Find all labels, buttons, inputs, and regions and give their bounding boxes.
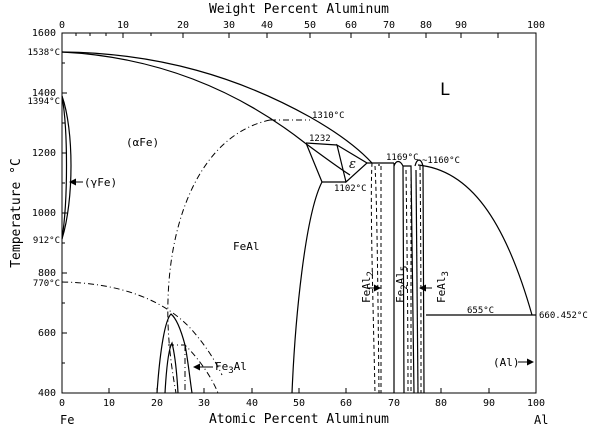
t1310-label: 1310°C bbox=[312, 111, 345, 121]
svg-text:Fe2Al5: Fe2Al5 bbox=[394, 266, 410, 303]
fe3al-dome bbox=[168, 344, 219, 394]
svg-text:1600: 1600 bbox=[32, 28, 56, 39]
phase-fe2al5-label: Fe2Al5 bbox=[394, 266, 410, 303]
fe3al-region bbox=[156, 313, 193, 394]
svg-text:40: 40 bbox=[261, 20, 273, 31]
svg-text:1200: 1200 bbox=[32, 148, 56, 159]
bottom-axis-title: Atomic Percent Aluminum bbox=[209, 412, 389, 427]
gamma-loop bbox=[61, 95, 72, 240]
svg-text:20: 20 bbox=[151, 398, 163, 409]
svg-text:50: 50 bbox=[293, 398, 305, 409]
fe2al5-dome bbox=[393, 160, 405, 394]
phase-al-label: (Al) bbox=[493, 356, 534, 369]
svg-text:50: 50 bbox=[304, 20, 316, 31]
liquidus-curve bbox=[61, 51, 373, 164]
top-axis-title: Weight Percent Aluminum bbox=[209, 2, 389, 17]
phase-labels: L (αFe) (γFe) FeAl ε Fe3Al FeAl2 Fe2Al5 … bbox=[69, 80, 534, 376]
svg-text:800: 800 bbox=[38, 268, 56, 279]
svg-text:0: 0 bbox=[59, 398, 65, 409]
feal3-left bbox=[415, 169, 419, 394]
solid-phase-boundaries bbox=[61, 51, 536, 394]
t1160-label: ~1160°C bbox=[422, 156, 460, 166]
fe-gamma-upper-label: 1394°C bbox=[27, 97, 60, 107]
phase-gamma-fe: (γFe) bbox=[84, 176, 117, 189]
svg-text:60: 60 bbox=[340, 398, 352, 409]
svg-text:10: 10 bbox=[103, 398, 115, 409]
phase-epsilon: ε bbox=[349, 157, 356, 172]
fe2al5-right bbox=[403, 165, 415, 394]
feal3-dome bbox=[414, 159, 425, 394]
svg-text:100: 100 bbox=[527, 398, 545, 409]
curie-line bbox=[61, 281, 223, 376]
left-axis-title: Temperature °C bbox=[9, 158, 24, 268]
bottom-axis-ticks bbox=[61, 388, 537, 393]
temperature-annotations: 1538°C 1394°C 912°C 770°C 1310°C 1232 11… bbox=[27, 48, 587, 321]
svg-text:80: 80 bbox=[420, 20, 432, 31]
t1169-label: 1169°C bbox=[386, 153, 419, 163]
svg-text:70: 70 bbox=[383, 20, 395, 31]
t1102-label: 1102°C bbox=[334, 184, 367, 194]
svg-text:70: 70 bbox=[388, 398, 400, 409]
ordering-boundaries bbox=[61, 119, 310, 394]
svg-text:10: 10 bbox=[117, 20, 129, 31]
alpha-feal-boundary bbox=[167, 119, 271, 394]
t1232-label: 1232 bbox=[309, 134, 331, 144]
svg-text:90: 90 bbox=[483, 398, 495, 409]
al-liquidus bbox=[417, 164, 533, 316]
svg-text:1000: 1000 bbox=[32, 208, 56, 219]
t655-label: 655°C bbox=[467, 306, 494, 316]
epsilon-triangle bbox=[336, 143, 369, 184]
svg-text:(Al): (Al) bbox=[493, 356, 520, 369]
svg-text:40: 40 bbox=[246, 398, 258, 409]
phase-liquid: L bbox=[440, 80, 450, 100]
svg-text:60: 60 bbox=[345, 20, 357, 31]
phase-fe3al-label: Fe3Al bbox=[193, 360, 247, 376]
phase-feal2-label: FeAl2 bbox=[360, 271, 381, 303]
phase-feal3-label: FeAl3 bbox=[419, 271, 451, 303]
phase-alpha-fe: (αFe) bbox=[126, 136, 159, 149]
svg-text:30: 30 bbox=[223, 20, 235, 31]
svg-text:100: 100 bbox=[527, 20, 545, 31]
fe-melting-label: 1538°C bbox=[27, 48, 60, 58]
svg-text:400: 400 bbox=[38, 388, 56, 399]
left-axis-tick-labels: 400 600 800 1000 1200 1400 1600 bbox=[32, 28, 56, 399]
solidus-curve bbox=[61, 51, 351, 176]
plot-frame bbox=[61, 32, 537, 394]
al-melting-label: 660.452°C bbox=[539, 311, 588, 321]
svg-text:90: 90 bbox=[455, 20, 467, 31]
fe-gamma-lower-label: 912°C bbox=[33, 236, 60, 246]
svg-text:30: 30 bbox=[198, 398, 210, 409]
dashed-boundaries bbox=[370, 162, 422, 394]
curie-label: 770°C bbox=[33, 279, 60, 289]
svg-text:Fe3Al: Fe3Al bbox=[215, 360, 247, 376]
bottom-axis-fe-label: Fe bbox=[60, 413, 74, 427]
top-axis-tick-labels: 0 10 20 30 40 50 60 70 80 90 100 bbox=[59, 20, 545, 31]
svg-text:1400: 1400 bbox=[32, 88, 56, 99]
bottom-axis-tick-labels: 0 10 20 30 40 50 60 70 80 90 100 bbox=[59, 398, 545, 409]
phase-feal: FeAl bbox=[233, 240, 260, 253]
line-1232 bbox=[305, 142, 338, 146]
svg-text:FeAl3: FeAl3 bbox=[435, 271, 451, 303]
svg-text:80: 80 bbox=[435, 398, 447, 409]
svg-text:0: 0 bbox=[59, 20, 65, 31]
feal-left-boundary bbox=[291, 181, 323, 394]
bottom-axis-al-label: Al bbox=[534, 413, 548, 427]
svg-text:20: 20 bbox=[177, 20, 189, 31]
top-axis-ticks bbox=[61, 33, 537, 38]
svg-text:600: 600 bbox=[38, 328, 56, 339]
svg-text:FeAl2: FeAl2 bbox=[360, 271, 376, 303]
